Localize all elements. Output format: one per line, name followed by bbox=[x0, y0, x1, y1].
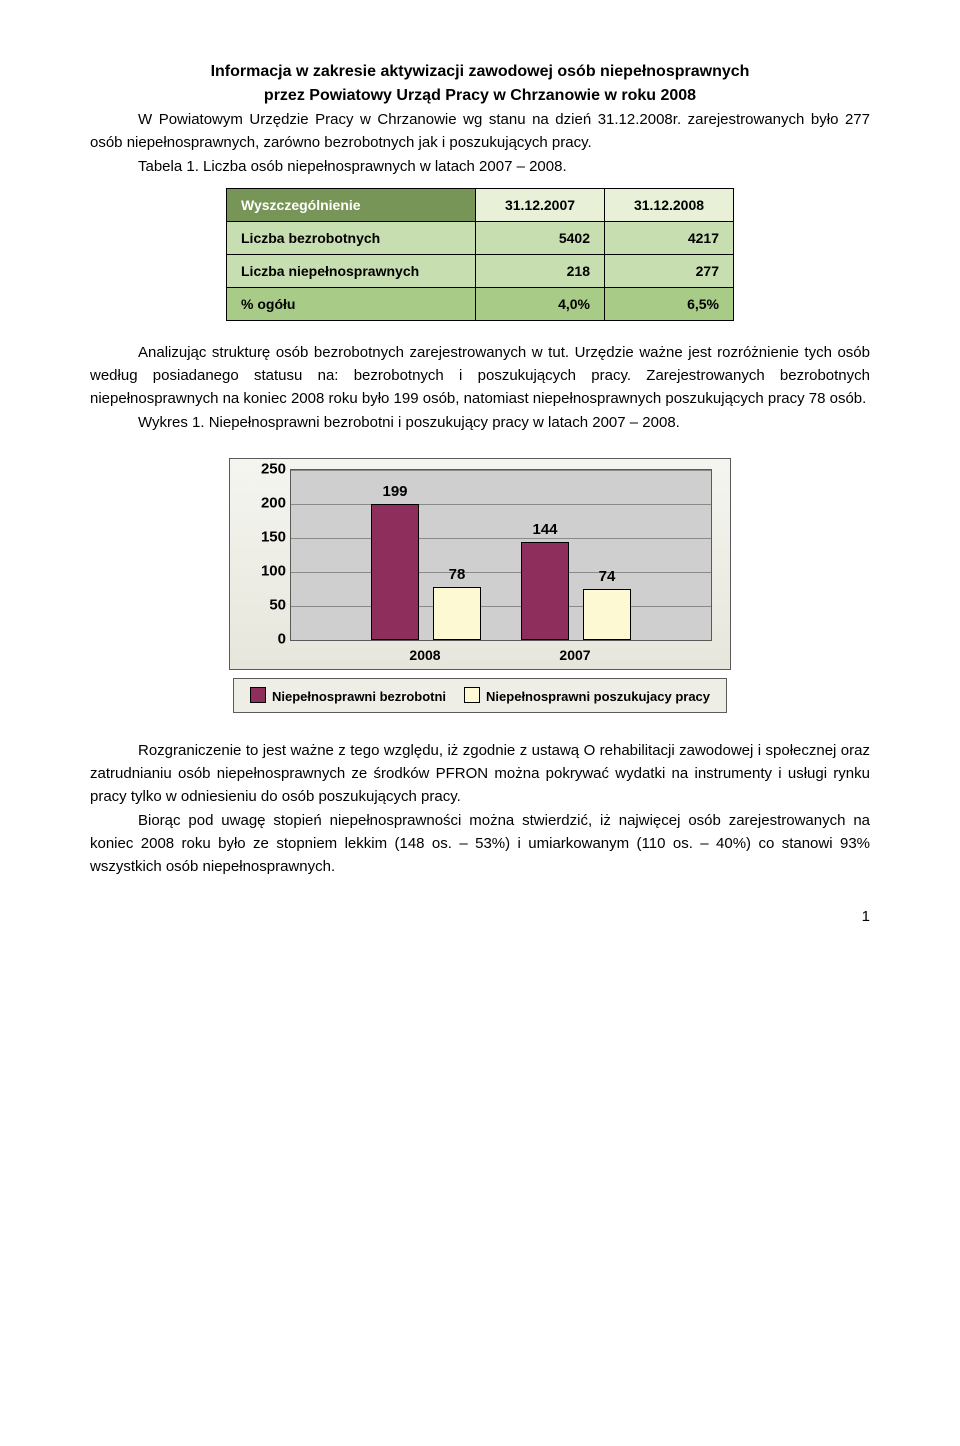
table-cell: 218 bbox=[476, 254, 605, 287]
legend-label-1: Niepełnosprawni bezrobotni bbox=[272, 689, 446, 704]
chart-plot-area: 199 78 144 74 bbox=[290, 469, 712, 641]
table-row-label: % ogółu bbox=[227, 287, 476, 320]
chart-caption: Wykres 1. Niepełnosprawni bezrobotni i p… bbox=[90, 411, 870, 434]
table-row-label: Liczba niepełnosprawnych bbox=[227, 254, 476, 287]
table-row-label: Liczba bezrobotnych bbox=[227, 221, 476, 254]
table-1: Wyszczególnienie 31.12.2007 31.12.2008 L… bbox=[226, 188, 734, 321]
chart-bar bbox=[521, 542, 569, 640]
chart-bar-value: 78 bbox=[427, 566, 487, 583]
paragraph-intro: W Powiatowym Urzędzie Pracy w Chrzanowie… bbox=[90, 108, 870, 155]
legend-swatch-1 bbox=[250, 687, 266, 703]
doc-title-line-1: Informacja w zakresie aktywizacji zawodo… bbox=[90, 60, 870, 84]
bar-chart: 199 78 144 74 0 50 100 150 200 250 2008 2007 bbox=[229, 458, 731, 670]
chart-xtick: 2008 bbox=[409, 647, 440, 663]
chart-bar bbox=[433, 587, 481, 640]
table-cell: 6,5% bbox=[605, 287, 734, 320]
table1-header-label: Wyszczególnienie bbox=[227, 188, 476, 221]
chart-bar-value: 144 bbox=[515, 521, 575, 538]
chart-bar bbox=[583, 589, 631, 639]
chart-bar-value: 74 bbox=[577, 568, 637, 585]
page-number: 1 bbox=[90, 908, 870, 925]
chart-legend: Niepełnosprawni bezrobotni Niepełnospraw… bbox=[233, 678, 727, 713]
chart-ytick: 200 bbox=[250, 494, 286, 511]
chart-ytick: 0 bbox=[250, 630, 286, 647]
table-cell: 4,0% bbox=[476, 287, 605, 320]
chart-ytick: 100 bbox=[250, 562, 286, 579]
paragraph-legal: Rozgraniczenie to jest ważne z tego wzgl… bbox=[90, 739, 870, 809]
paragraph-analysis: Analizując strukturę osób bezrobotnych z… bbox=[90, 341, 870, 411]
table-cell: 4217 bbox=[605, 221, 734, 254]
chart-bar-value: 199 bbox=[365, 483, 425, 500]
chart-bar bbox=[371, 504, 419, 639]
chart-xtick: 2007 bbox=[559, 647, 590, 663]
table1-caption: Tabela 1. Liczba osób niepełnosprawnych … bbox=[90, 155, 870, 178]
paragraph-degree: Biorąc pod uwagę stopień niepełnosprawno… bbox=[90, 809, 870, 879]
legend-label-2: Niepełnosprawni poszukujacy pracy bbox=[486, 689, 710, 704]
doc-title-line-2: przez Powiatowy Urząd Pracy w Chrzanowie… bbox=[90, 84, 870, 108]
chart-ytick: 50 bbox=[250, 596, 286, 613]
chart-ytick: 150 bbox=[250, 528, 286, 545]
table-cell: 5402 bbox=[476, 221, 605, 254]
legend-item-2: Niepełnosprawni poszukujacy pracy bbox=[464, 687, 710, 704]
chart-ytick: 250 bbox=[250, 460, 286, 477]
legend-item-1: Niepełnosprawni bezrobotni bbox=[250, 687, 446, 704]
table-cell: 277 bbox=[605, 254, 734, 287]
legend-swatch-2 bbox=[464, 687, 480, 703]
table1-col1: 31.12.2007 bbox=[476, 188, 605, 221]
table1-col2: 31.12.2008 bbox=[605, 188, 734, 221]
